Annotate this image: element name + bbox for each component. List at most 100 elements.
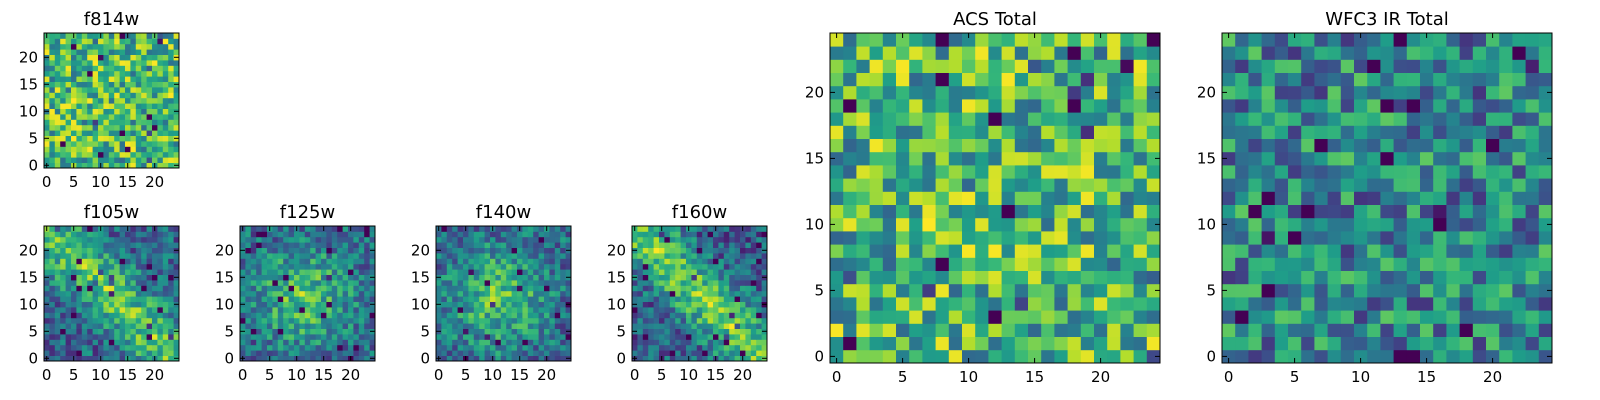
heatmap-cell — [168, 124, 174, 131]
heatmap-cell — [1486, 178, 1500, 192]
heatmap-cell — [756, 344, 762, 351]
heatmap-cell — [304, 344, 311, 351]
heatmap-cell — [922, 72, 936, 87]
heatmap-cell — [962, 270, 976, 285]
heatmap-cell — [1406, 178, 1421, 192]
heatmap-cell — [761, 334, 768, 340]
y-tick-label: 5 — [814, 281, 824, 299]
heatmap-cell — [1472, 99, 1487, 113]
heatmap-cell — [92, 49, 99, 55]
heatmap-cell — [1459, 283, 1474, 298]
heatmap-cell — [495, 274, 502, 281]
heatmap-cell — [707, 312, 714, 319]
heatmap-cell — [511, 344, 518, 351]
heatmap-cell — [1486, 270, 1500, 285]
heatmap-cell — [1499, 72, 1513, 87]
heatmap-cell — [549, 242, 556, 248]
heatmap-cell — [331, 334, 338, 340]
heatmap-cell — [922, 112, 936, 126]
heatmap-cell — [723, 344, 730, 351]
heatmap-cell — [1512, 59, 1526, 73]
heatmap-cell — [511, 231, 518, 238]
heatmap-cell — [707, 350, 714, 356]
heatmap-cell — [326, 269, 333, 275]
heatmap-cell — [713, 247, 719, 254]
heatmap-cell — [734, 247, 741, 254]
heatmap-cell — [54, 70, 61, 77]
heatmap-cell — [125, 263, 131, 270]
heatmap-cell — [256, 274, 262, 281]
heatmap-cell — [707, 269, 714, 275]
heatmap-cell — [1327, 46, 1342, 60]
heatmap-cell — [49, 269, 56, 275]
heatmap-cell — [162, 151, 169, 158]
heatmap-cell — [250, 301, 257, 308]
heatmap-cell — [1080, 204, 1095, 219]
heatmap-cell — [1486, 46, 1500, 60]
heatmap-cell — [135, 103, 142, 109]
heatmap-cell — [1367, 138, 1381, 153]
heatmap-cell — [1314, 99, 1328, 113]
heatmap-cell — [856, 33, 870, 47]
heatmap-cell — [988, 85, 1002, 100]
heatmap-cell — [745, 296, 752, 302]
heatmap-cell — [146, 65, 153, 72]
heatmap-cell — [1538, 349, 1553, 364]
heatmap-cell — [103, 317, 110, 324]
heatmap-cell — [135, 151, 142, 158]
heatmap-cell — [92, 135, 99, 142]
heatmap-cell — [565, 350, 572, 356]
heatmap-cell — [653, 334, 660, 340]
heatmap-cell — [441, 226, 448, 232]
heatmap-cell — [1499, 85, 1513, 100]
heatmap-cell — [511, 269, 518, 275]
heatmap-cell — [669, 339, 676, 346]
heatmap-cell — [130, 334, 137, 340]
heatmap-cell — [358, 355, 365, 362]
heatmap-cell — [108, 92, 115, 99]
heatmap-cell — [125, 280, 131, 286]
heatmap-cell — [506, 236, 512, 243]
heatmap-cell — [962, 46, 976, 60]
heatmap-cell — [909, 191, 923, 205]
heatmap-cell — [517, 247, 523, 254]
heatmap-cell — [935, 204, 950, 219]
heatmap-cell — [922, 204, 936, 219]
heatmap-cell — [130, 108, 137, 115]
heatmap-cell — [935, 349, 950, 364]
heatmap-cell — [642, 258, 649, 265]
heatmap-cell — [669, 263, 676, 270]
heatmap-cell — [87, 274, 93, 281]
heatmap-cell — [157, 38, 164, 45]
heatmap-cell — [152, 328, 158, 335]
heatmap-cell — [321, 274, 327, 281]
heatmap-cell — [1288, 257, 1302, 271]
heatmap-cell — [1014, 310, 1029, 324]
heatmap-cell — [331, 269, 338, 275]
heatmap-cell — [452, 247, 458, 254]
heatmap-cell — [146, 344, 153, 351]
heatmap-cell — [114, 97, 120, 104]
heatmap-cell — [1133, 151, 1148, 166]
heatmap-cell — [1538, 72, 1553, 87]
heatmap-cell — [653, 280, 660, 286]
heatmap-cell — [146, 141, 153, 147]
heatmap-cell — [125, 124, 131, 131]
heatmap-cell — [538, 296, 545, 302]
heatmap-cell — [267, 285, 273, 292]
heatmap-cell — [1028, 112, 1042, 126]
heatmap-cell — [935, 297, 950, 311]
heatmap-cell — [740, 247, 746, 254]
heatmap-cell — [130, 114, 137, 120]
heatmap-cell — [1499, 59, 1513, 73]
heatmap-cell — [326, 247, 333, 254]
f140w-title: f140w — [476, 202, 531, 223]
heatmap-cell — [565, 285, 572, 292]
heatmap-cell — [1459, 85, 1474, 100]
heatmap-cell — [108, 43, 115, 50]
heatmap-cell — [675, 247, 681, 254]
heatmap-cell — [1499, 204, 1513, 219]
heatmap-cell — [152, 43, 158, 50]
heatmap-cell — [948, 165, 963, 179]
heatmap-cell — [1094, 165, 1108, 179]
